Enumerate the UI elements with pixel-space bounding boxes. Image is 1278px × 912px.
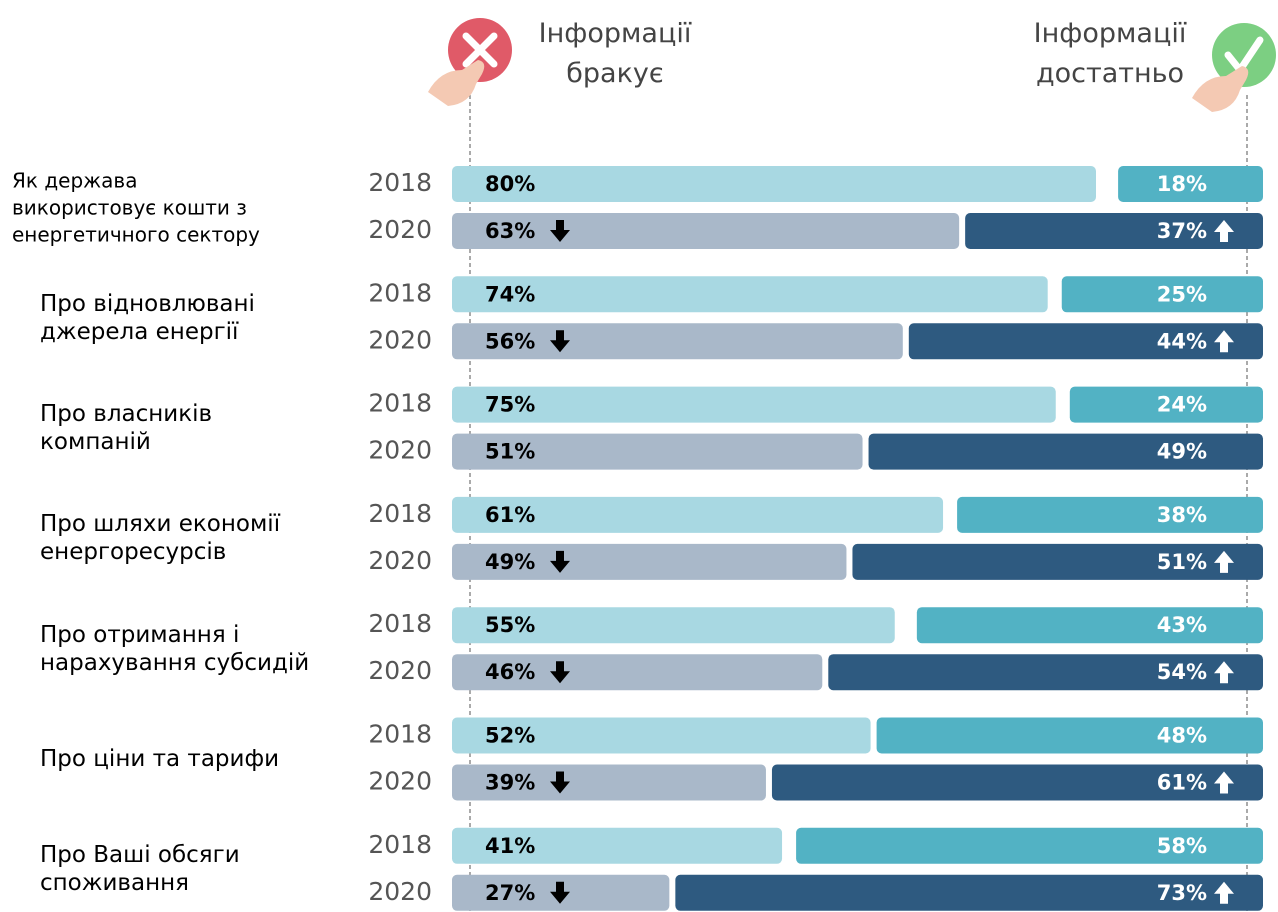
bar [452,827,783,864]
value-label: 18% [1157,172,1207,196]
year-label: 2018 [368,499,432,528]
category-label: Про власників компаній [40,401,213,456]
year-label: 2020 [368,325,432,354]
bar [852,543,1263,580]
bar [452,276,1048,313]
value-label: 37% [1157,219,1207,243]
category-label: Про відновлювані джерела енергії [40,290,255,345]
value-label: 27% [485,881,535,905]
up-arrow [1214,330,1234,353]
bar [957,496,1263,533]
down-arrow [550,330,570,353]
category-label: Про ціни та тарифи [40,746,280,772]
bar [876,717,1263,754]
value-label: 46% [485,660,535,684]
value-label: 38% [1157,503,1207,527]
value-label: 39% [485,771,535,795]
value-label: 58% [1157,834,1207,858]
up-arrow [1214,550,1234,573]
header-right: Інформації достатньо [1033,18,1187,89]
bar [675,874,1263,911]
value-label: 63% [485,219,535,243]
value-label: 52% [485,724,535,748]
bar [452,166,1096,202]
bar [452,433,863,470]
value-label: 73% [1157,881,1207,905]
down-arrow [550,881,570,904]
value-label: 61% [1157,771,1207,795]
bar [452,654,823,691]
category-label: Як держава використовує кошти з енергети… [12,168,260,246]
header-left: Інформації бракує [538,18,692,89]
value-label: 61% [485,503,535,527]
down-arrow [550,771,570,794]
bar [452,323,903,360]
category-label: Про отримання і нарахування субсидій [40,621,310,676]
bar [771,764,1263,801]
bar [452,386,1056,423]
year-label: 2018 [368,278,432,307]
value-label: 75% [485,393,535,417]
up-arrow [1214,220,1234,242]
up-arrow [1214,771,1234,794]
up-arrow [1214,661,1234,684]
value-label: 74% [485,282,535,306]
value-label: 51% [1157,550,1207,574]
down-arrow [550,661,570,684]
up-arrow [1214,881,1234,904]
value-label: 24% [1157,393,1207,417]
year-label: 2018 [368,609,432,638]
bar [965,213,1263,249]
bar [868,433,1263,470]
year-label: 2020 [368,656,432,685]
bar [452,764,766,801]
value-label: 80% [485,172,535,196]
check-icon [1192,23,1276,112]
year-label: 2018 [368,830,432,859]
value-label: 44% [1157,329,1207,353]
bar [916,607,1263,644]
bar [1061,276,1263,313]
bar [828,654,1263,691]
year-label: 2020 [368,436,432,465]
category-label: Про Ваші обсяги споживання [40,842,240,897]
cross-icon [428,18,512,106]
bar [452,213,960,249]
value-label: 49% [1157,440,1207,464]
bar [1069,386,1263,423]
down-arrow [550,550,570,573]
category-label: Про шляхи економії енергоресурсів [40,511,281,566]
year-label: 2018 [368,720,432,749]
bar [452,496,944,533]
value-label: 25% [1157,282,1207,306]
year-label: 2020 [368,546,432,575]
value-label: 48% [1157,724,1207,748]
bar [452,607,895,644]
year-label: 2020 [368,215,432,244]
bar [908,323,1263,360]
value-label: 56% [485,329,535,353]
value-label: 54% [1157,660,1207,684]
down-arrow [550,220,570,242]
year-label: 2018 [368,168,432,197]
year-label: 2020 [368,767,432,796]
bar [796,827,1263,864]
year-label: 2018 [368,389,432,418]
value-label: 43% [1157,613,1207,637]
bar [1118,166,1263,202]
value-label: 41% [485,834,535,858]
value-label: 55% [485,613,535,637]
value-label: 51% [485,440,535,464]
bar [452,717,871,754]
bar [452,543,847,580]
year-label: 2020 [368,877,432,906]
value-label: 49% [485,550,535,574]
